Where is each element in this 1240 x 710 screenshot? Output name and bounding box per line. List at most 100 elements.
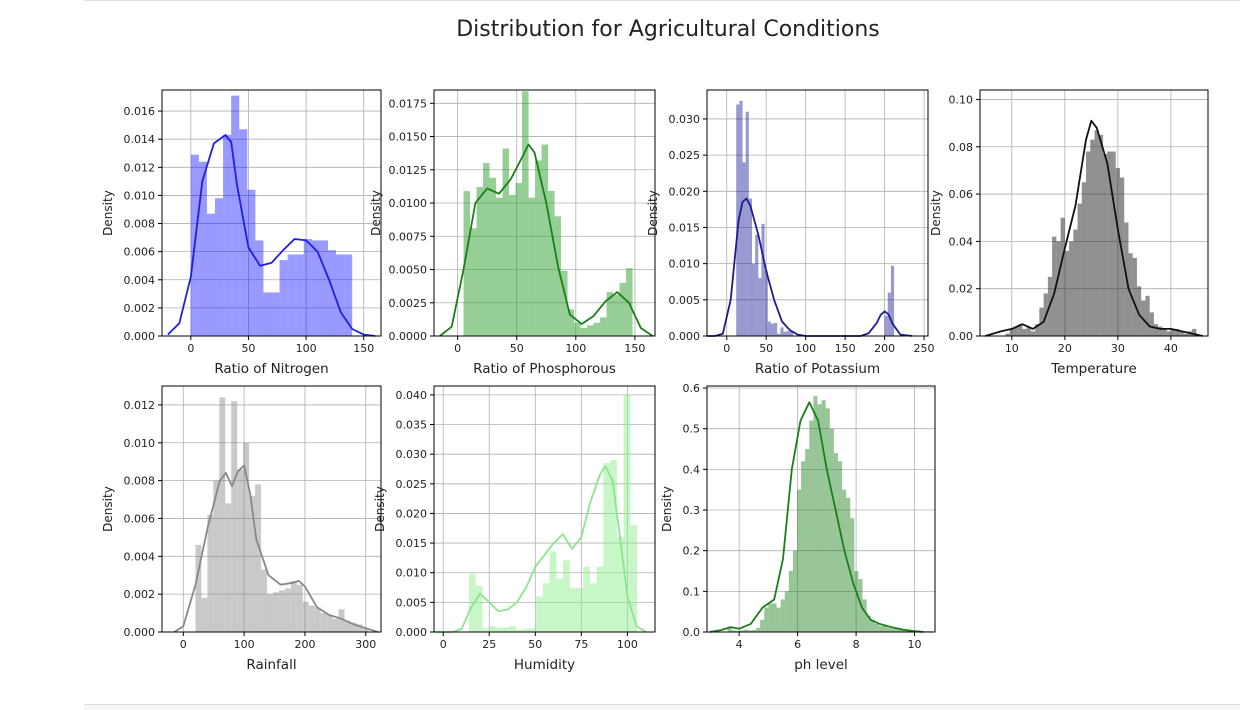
histogram-bar [1035,324,1040,336]
histogram-bar [475,585,483,632]
histogram-bar [219,397,226,632]
histogram-bar [1081,182,1087,336]
histogram-bar [777,333,781,336]
histogram-bar [870,619,875,632]
x-tick-label: 0 [440,638,447,651]
histogram-bar [320,613,327,632]
y-tick-label: 0.015 [669,221,701,234]
y-axis-label: Density [373,486,387,532]
histogram-bar [356,624,363,632]
y-tick-label: 0.005 [669,294,701,307]
histogram-bar [502,627,510,632]
x-tick-label: 30 [1111,342,1125,355]
histogram-bar [489,626,496,632]
histogram-bar [1170,328,1176,336]
subplot-2: 0 50 100 150 0.0000 0.0025 0.0050 0.0075 0.0100 0… [369,89,656,377]
histogram-bar [1179,331,1184,336]
histogram-bar [223,134,232,336]
y-tick-label: 0.6 [683,382,701,395]
histogram-bar [1111,151,1116,336]
histogram-bar [1069,241,1074,336]
histogram-bar [563,560,570,632]
y-tick-label: 0.040 [396,389,428,402]
y-axis-label: Density [101,190,115,236]
y-tick-label: 0.3 [683,504,701,517]
x-tick-label: 4 [736,638,743,651]
histogram-bar [541,144,549,336]
histogram-bar [761,223,765,336]
y-tick-label: 0.002 [124,588,156,601]
histogram-bar [619,282,627,336]
histogram-bar [783,331,787,336]
histogram-bar [272,592,279,632]
histogram-bar [874,623,879,632]
histogram-bar [495,627,503,632]
y-tick-label: 0.006 [124,246,156,259]
histogram-bar [296,584,303,632]
histogram-bar [1077,203,1082,336]
histogram-bar [891,628,896,632]
histogram-bar [542,583,550,632]
kde-curve [167,134,376,337]
y-tick-label: 0.0025 [389,297,428,310]
kde-curve [439,143,654,337]
histogram-bar [574,322,581,336]
y-tick-label: 0.000 [669,330,701,343]
x-tick-label: 75 [574,638,588,651]
histogram-bar [561,270,568,336]
histogram-bar [536,596,543,632]
histogram-bar [767,321,771,336]
y-tick-label: 0.008 [124,218,156,231]
y-axis-label: Density [929,190,943,236]
y-tick-label: 0.015 [396,537,428,550]
histogram-bar [829,428,834,632]
histogram-bar [284,588,291,632]
subplots: 0 50 100 1500.0000.0020.0040.0060.0080.0100… [101,89,1209,673]
y-tick-label: 0.025 [396,478,428,491]
histogram-bar [735,630,740,632]
x-tick-label: 50 [759,342,773,355]
y-tick-label: 0.0150 [389,131,428,144]
histogram-bar [463,191,471,336]
histogram-bar [1149,312,1154,336]
next-cell-edge [84,704,1240,710]
x-tick-label: 0 [723,342,730,355]
histogram-bar [606,292,614,336]
histogram-bar [1060,217,1065,336]
y-tick-label: 0.006 [124,512,156,525]
histogram-bar [249,495,256,632]
subplot-4: 10 20 30 40 0.00 0.02 0.04 0.06 0.08 0.10 Temperat… [929,89,1209,377]
histogram-bar [344,620,351,632]
subplot-1: 0 50 100 150 0.000 0.002 0.004 0.006 0.008 0.010 0… [101,89,382,377]
histogram-bar [338,609,345,632]
histogram-bar [837,461,843,632]
y-tick-label: 0.02 [949,283,974,296]
x-tick-label: 100 [617,638,638,651]
histogram-bar [745,111,749,337]
histogram-bar [758,278,762,336]
histogram-bar [743,629,748,632]
histogram-bar [899,629,904,632]
histogram-bar [302,601,309,632]
histogram-bar [600,317,607,336]
y-tick-label: 0.035 [396,419,428,432]
histogram-bar [884,315,888,336]
x-tick-label: 8 [853,638,860,651]
histogram-bar [279,260,288,336]
y-tick-label: 0.000 [124,626,156,639]
x-tick-label: 250 [914,342,935,355]
y-tick-label: 0.030 [669,113,701,126]
y-tick-label: 0.010 [124,437,156,450]
histogram-bar [748,198,752,336]
x-tick-label: 200 [874,342,895,355]
histogram-bar [231,401,238,632]
histogram-bar [825,408,830,632]
histogram-bar [833,453,838,632]
kde-curve [985,119,1203,337]
histogram-bar [255,484,262,632]
histogram-bar [805,449,810,632]
y-tick-label: 0.0175 [389,97,428,110]
histogram-bar [1013,326,1019,336]
histogram-bar [742,162,746,336]
